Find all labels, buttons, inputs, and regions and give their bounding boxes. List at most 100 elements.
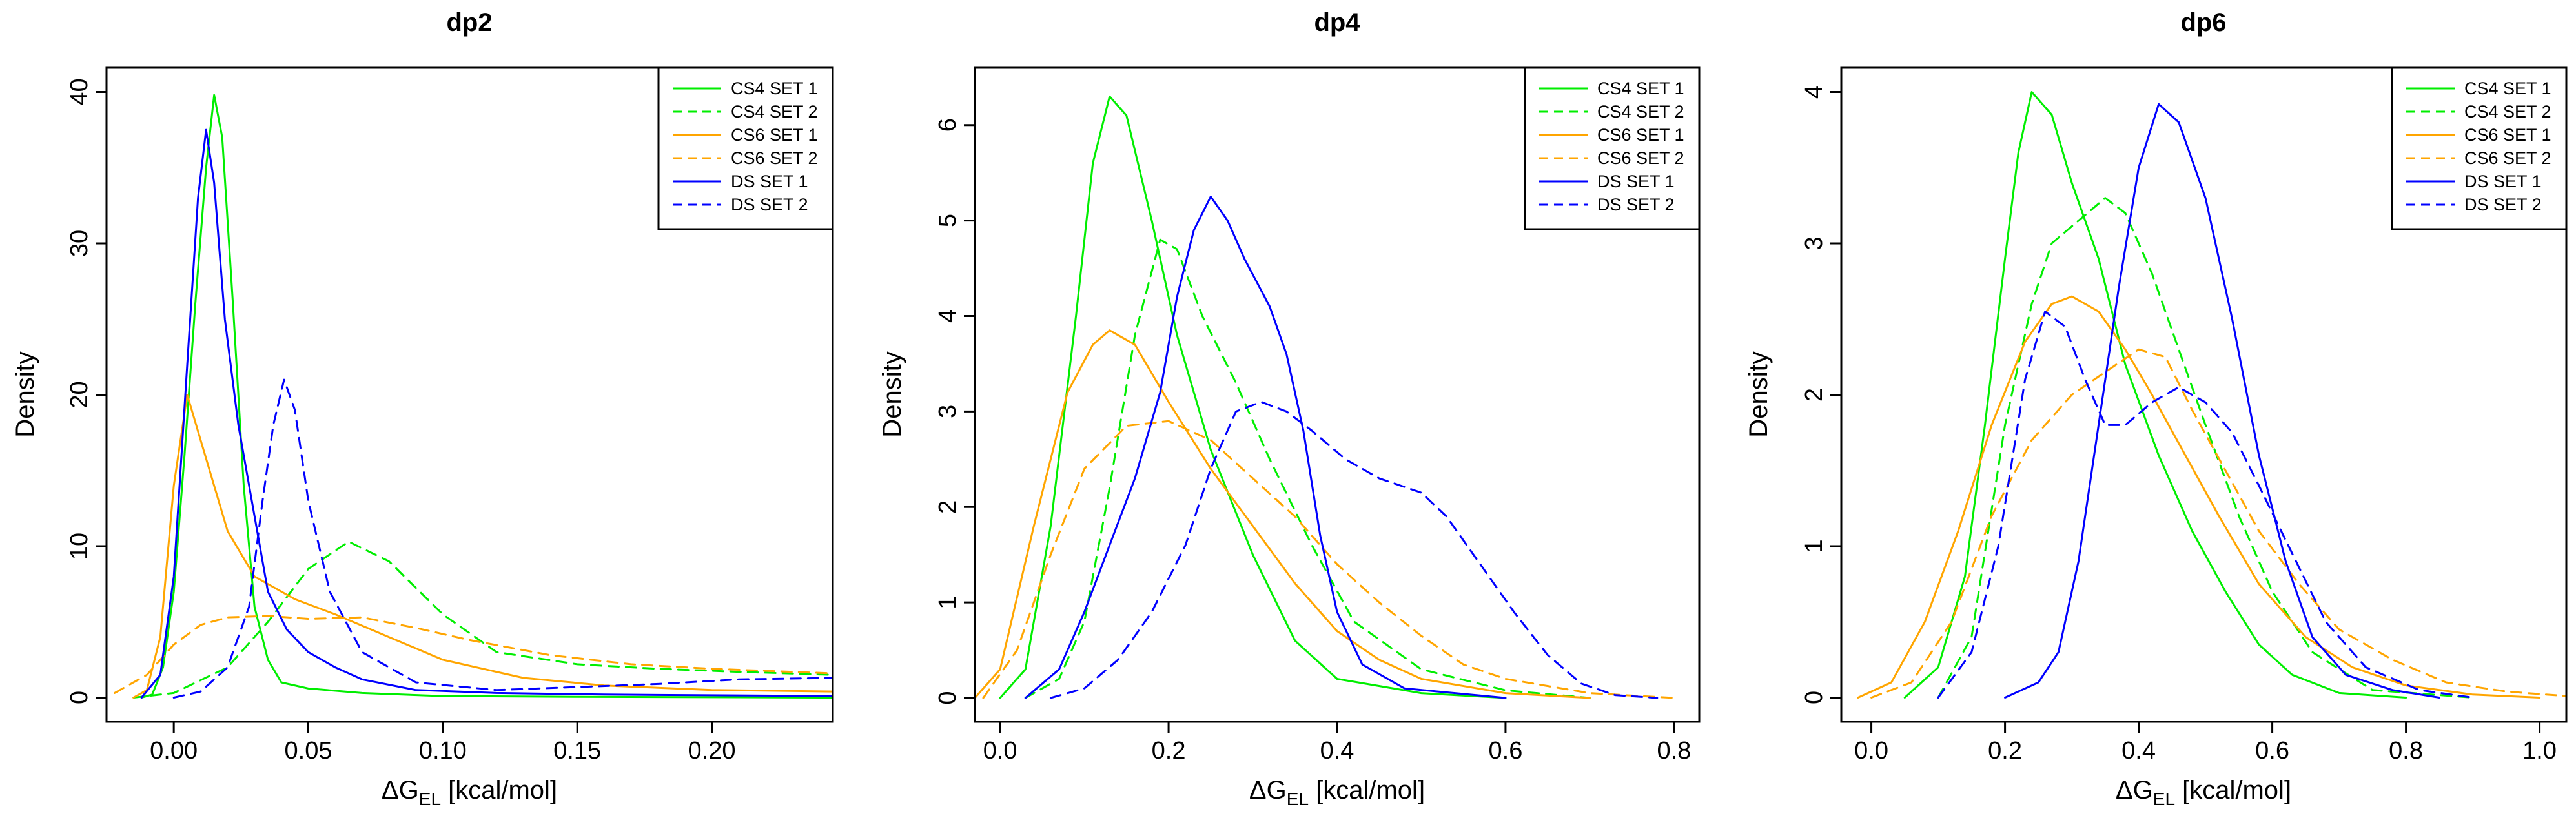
series-cs6-set-2 (982, 420, 1675, 699)
y-tick-label: 5 (934, 214, 961, 227)
series-ds-set-2 (1937, 311, 2474, 699)
series-cs6-set-1 (1857, 295, 2541, 699)
x-tick-label: 0.20 (688, 737, 736, 764)
x-tick-label: 0.2 (1988, 737, 2022, 764)
x-axis-label-main: ΔG (1249, 776, 1287, 804)
y-tick-label: 2 (1801, 388, 1828, 402)
panel-dp2: dp2 Density ΔGEL [kcal/mol] 0.00 0.05 0.10… (11, 8, 834, 809)
series-ds-set-1 (140, 128, 834, 699)
legend-label: DS SET 1 (1597, 172, 1675, 191)
legend-label: CS6 SET 2 (2464, 148, 2551, 168)
legend-label: DS SET 2 (1597, 195, 1675, 214)
legend: CS4 SET 1 CS4 SET 2 CS6 SET 1 CS6 SET 2 DS S… (2391, 66, 2568, 230)
legend: CS4 SET 1 CS4 SET 2 CS6 SET 1 CS6 SET 2 DS S… (657, 66, 834, 230)
legend-label: DS SET 1 (2464, 172, 2542, 191)
y-tick-label: 10 (66, 533, 93, 560)
y-axis-ticks: 0 1 2 3 4 5 6 (934, 118, 975, 705)
legend-box (1524, 66, 1701, 230)
x-axis-label: ΔGEL [kcal/mol] (2116, 776, 2291, 809)
x-tick-label: 0.6 (1489, 737, 1523, 764)
y-tick-label: 40 (66, 78, 93, 105)
legend-label: CS4 SET 1 (1597, 79, 1684, 98)
x-tick-label: 0.8 (1657, 737, 1691, 764)
x-axis-label-unit: [kcal/mol] (441, 776, 557, 804)
series-cs6-set-1 (132, 394, 834, 699)
y-axis-label: Density (878, 351, 906, 437)
legend: CS4 SET 1 CS4 SET 2 CS6 SET 1 CS6 SET 2 DS S… (1524, 66, 1701, 230)
series-layer (1857, 91, 2568, 699)
y-tick-label: 1 (934, 596, 961, 609)
legend-label: DS SET 2 (731, 195, 808, 214)
x-axis-ticks: 0.0 0.2 0.4 0.6 0.8 (983, 722, 1691, 764)
series-ds-set-1 (1024, 196, 1507, 699)
series-cs4-set-2 (1024, 238, 1591, 699)
legend-label: CS4 SET 2 (2464, 102, 2551, 121)
legend-label: DS SET 1 (731, 172, 808, 191)
series-ds-set-2 (172, 378, 834, 699)
series-layer (114, 94, 834, 699)
x-axis-label-main: ΔG (2116, 776, 2153, 804)
x-axis-ticks: 0.00 0.05 0.10 0.15 0.20 (150, 722, 735, 764)
legend-label: CS4 SET 1 (2464, 79, 2551, 98)
x-tick-label: 0.15 (553, 737, 601, 764)
x-tick-label: 0.2 (1152, 737, 1186, 764)
y-tick-label: 4 (1801, 85, 1828, 99)
series-cs6-set-1 (974, 329, 1591, 699)
legend-box (657, 66, 834, 230)
series-cs4-set-2 (1937, 197, 2474, 699)
x-tick-label: 0.05 (285, 737, 332, 764)
panel-title: dp4 (1314, 8, 1360, 37)
legend-label: DS SET 2 (2464, 195, 2542, 214)
legend-label: CS4 SET 2 (731, 102, 818, 121)
x-tick-label: 0.0 (983, 737, 1017, 764)
x-axis-label: ΔGEL [kcal/mol] (382, 776, 557, 809)
x-axis-label: ΔGEL [kcal/mol] (1249, 776, 1425, 809)
series-layer (974, 95, 1675, 699)
y-axis-label: Density (11, 351, 39, 437)
x-axis-label-unit: [kcal/mol] (1309, 776, 1425, 804)
series-ds-set-1 (2004, 103, 2440, 699)
legend-label: CS6 SET 1 (731, 125, 818, 145)
series-cs4-set-2 (132, 540, 834, 699)
y-tick-label: 3 (934, 405, 961, 418)
y-axis-label: Density (1744, 351, 1773, 437)
panel-dp4: dp4 Density ΔGEL [kcal/mol] 0.0 0.2 0.4 0.6… (878, 8, 1701, 809)
x-tick-label: 0.4 (1320, 737, 1354, 764)
legend-label: CS6 SET 1 (2464, 125, 2551, 145)
series-cs6-set-2 (114, 615, 834, 694)
y-tick-label: 6 (934, 118, 961, 132)
x-axis-label-sub: EL (2153, 789, 2175, 809)
x-axis-label-unit: [kcal/mol] (2175, 776, 2291, 804)
legend-box (2391, 66, 2568, 230)
legend-label: CS4 SET 2 (1597, 102, 1684, 121)
x-tick-label: 0.10 (419, 737, 467, 764)
x-tick-label: 0.00 (150, 737, 198, 764)
legend-label: CS6 SET 1 (1597, 125, 1684, 145)
legend-label: CS6 SET 2 (731, 148, 818, 168)
y-tick-label: 0 (934, 691, 961, 704)
panel-title: dp6 (2180, 8, 2226, 37)
y-tick-label: 0 (1801, 691, 1828, 704)
panel-dp6: dp6 Density ΔGEL [kcal/mol] 0.0 0.2 0.4 0.6… (1744, 8, 2568, 809)
x-tick-label: 0.8 (2389, 737, 2423, 764)
x-tick-label: 0.6 (2255, 737, 2289, 764)
y-axis-ticks: 0 10 20 30 40 (66, 78, 107, 704)
x-axis-label-sub: EL (419, 789, 441, 809)
legend-label: CS6 SET 2 (1597, 148, 1684, 168)
x-tick-label: 0.0 (1854, 737, 1888, 764)
legend-label: CS4 SET 1 (731, 79, 818, 98)
x-axis-label-main: ΔG (382, 776, 419, 804)
x-axis-label-sub: EL (1287, 789, 1309, 809)
x-tick-label: 0.4 (2121, 737, 2156, 764)
series-cs4-set-1 (1903, 91, 2407, 699)
y-tick-label: 4 (934, 309, 961, 323)
series-ds-set-2 (1049, 401, 1659, 699)
x-axis-ticks: 0.0 0.2 0.4 0.6 0.8 1.0 (1854, 722, 2557, 764)
y-tick-label: 30 (66, 230, 93, 257)
panel-title: dp2 (446, 8, 492, 37)
x-tick-label: 1.0 (2522, 737, 2557, 764)
series-cs4-set-1 (999, 95, 1507, 699)
y-tick-label: 1 (1801, 539, 1828, 553)
y-tick-label: 2 (934, 500, 961, 514)
